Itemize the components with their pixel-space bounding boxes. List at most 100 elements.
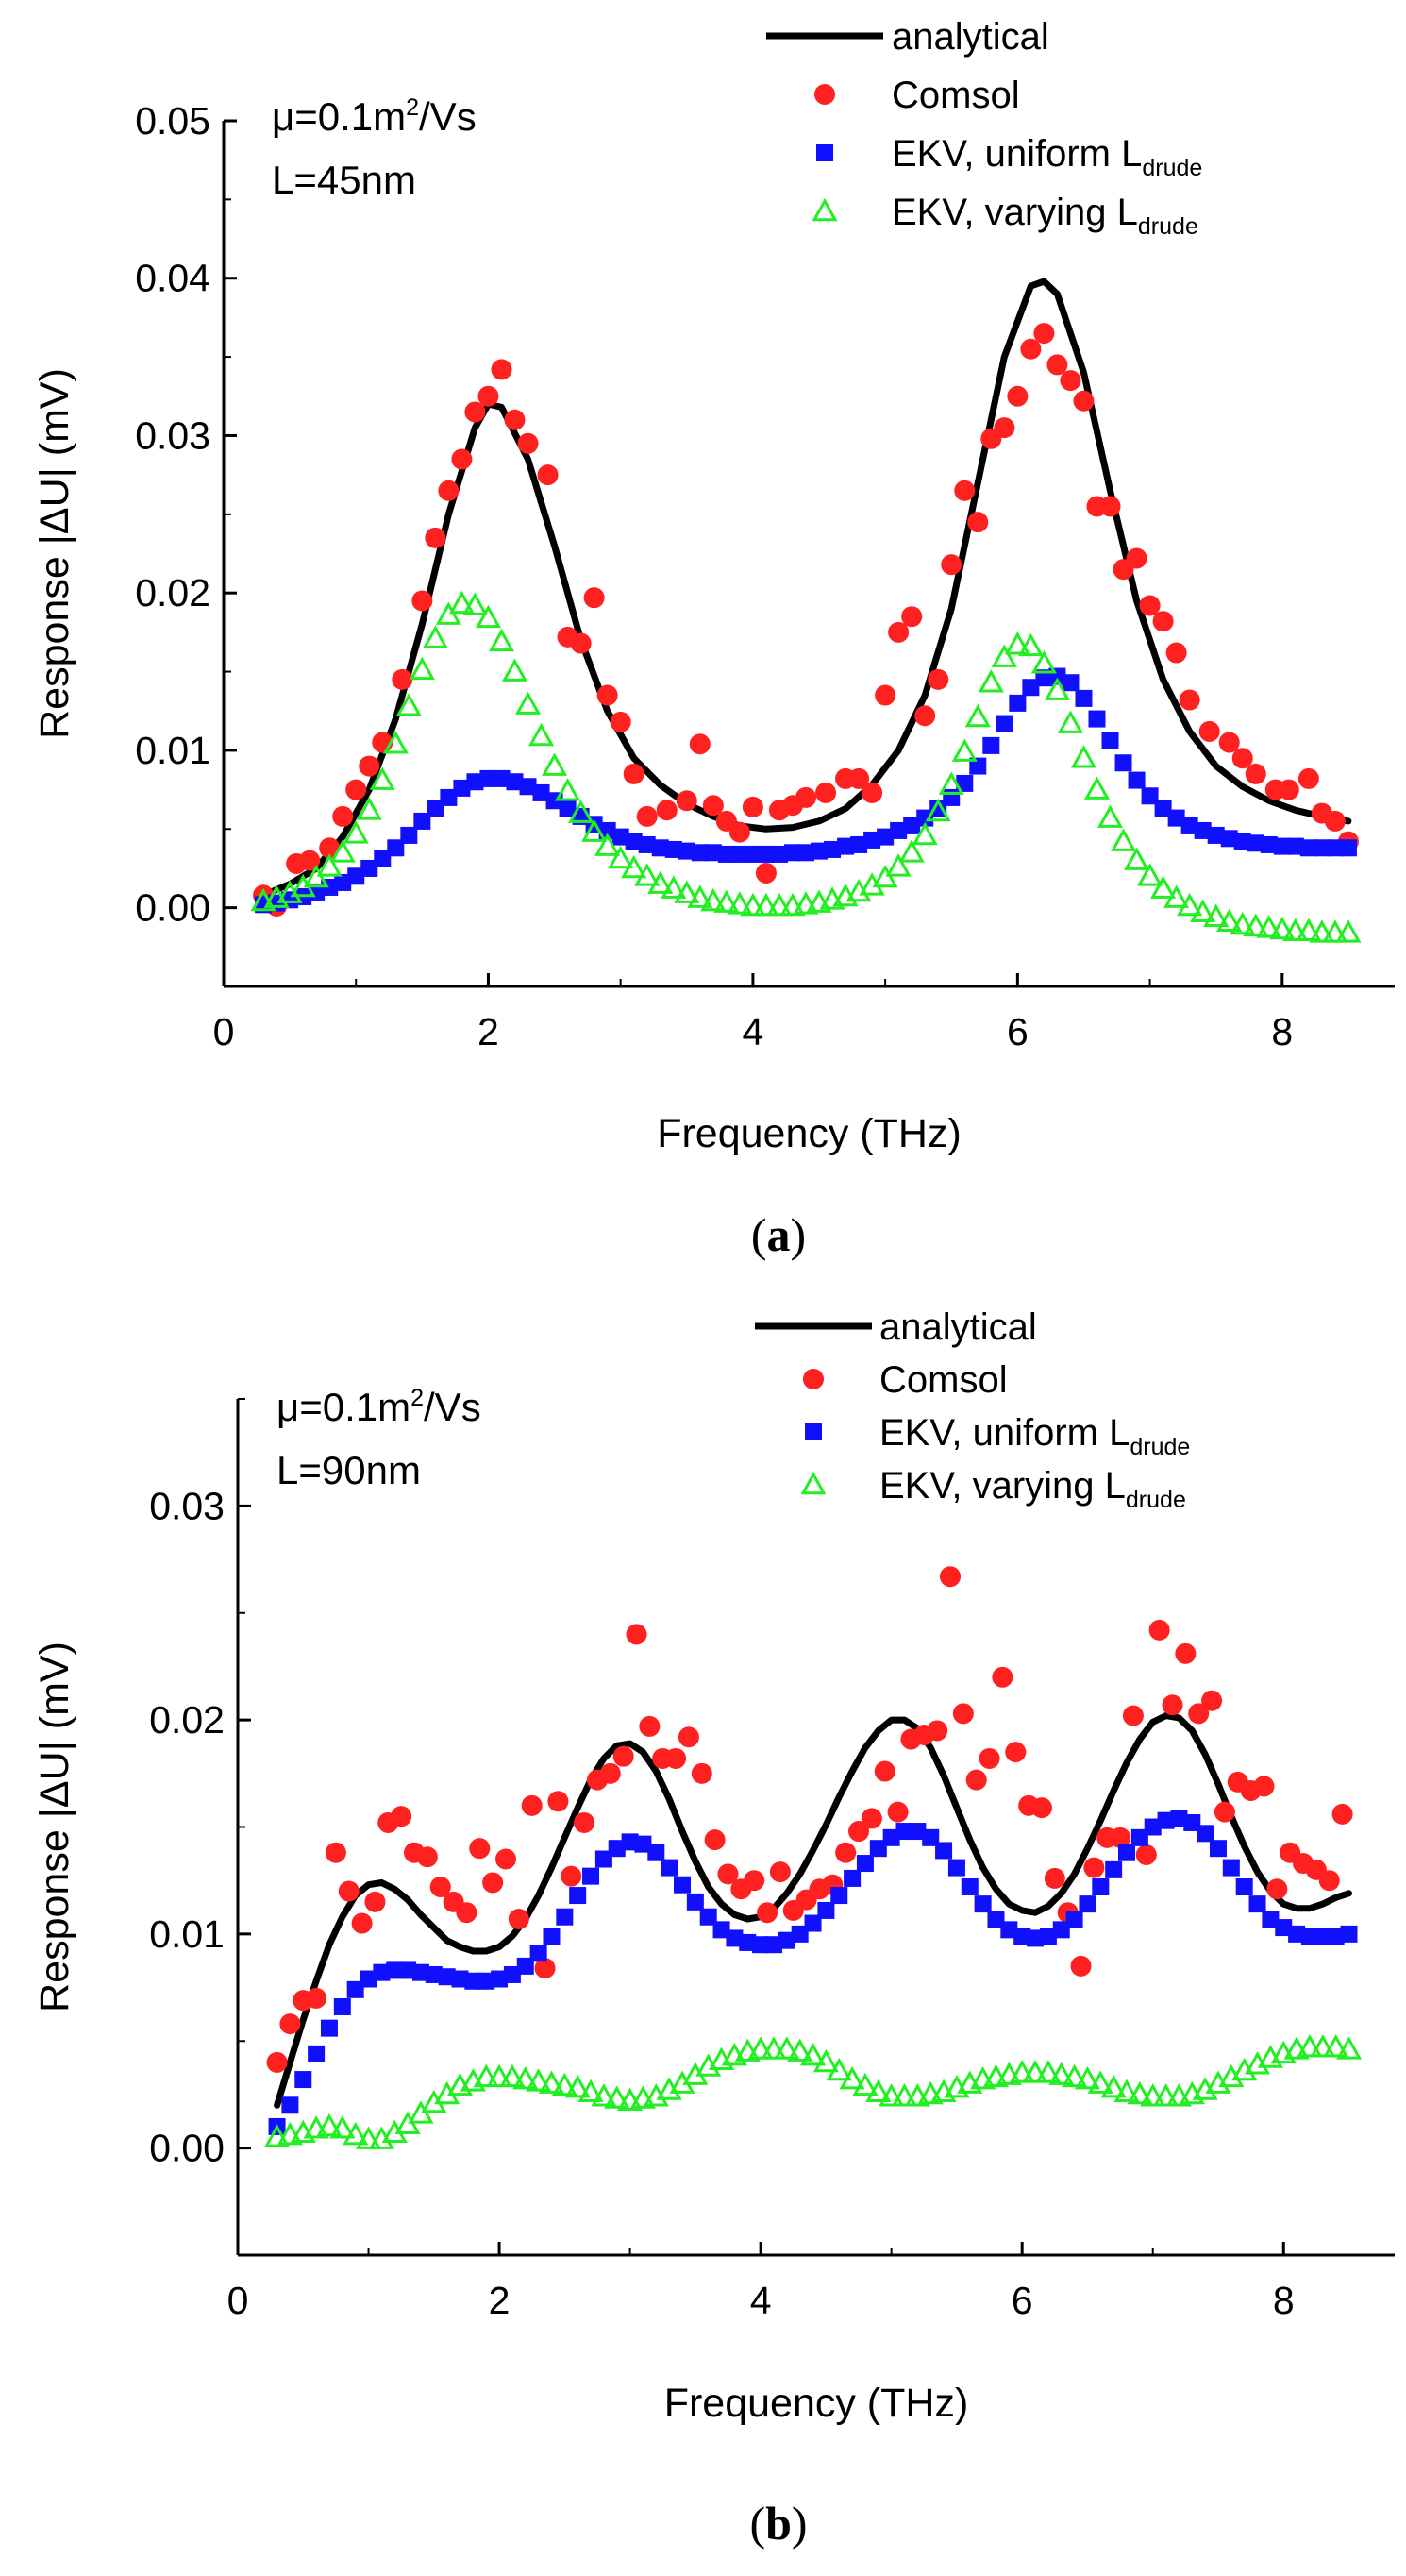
data-point-triangle bbox=[501, 658, 528, 682]
data-point-triangle bbox=[290, 2119, 316, 2144]
data-point-square bbox=[1233, 833, 1251, 850]
data-point-circle bbox=[704, 1829, 726, 1851]
data-point-circle bbox=[332, 805, 354, 827]
data-point-square bbox=[1101, 732, 1119, 749]
data-point-circle bbox=[1122, 1705, 1144, 1726]
data-point-square bbox=[1260, 835, 1278, 853]
data-point-circle bbox=[1331, 1803, 1353, 1825]
data-point-triangle bbox=[568, 800, 594, 823]
data-point-triangle bbox=[891, 2083, 918, 2107]
data-point-square bbox=[1273, 837, 1291, 855]
data-point-circle bbox=[636, 805, 658, 827]
data-point-triangle bbox=[577, 2079, 604, 2102]
data-point-triangle bbox=[1296, 918, 1322, 941]
data-point-circle bbox=[755, 862, 777, 884]
data-point-triangle bbox=[1243, 913, 1269, 936]
data-point-circle bbox=[914, 705, 936, 727]
data-point-square bbox=[294, 2071, 312, 2089]
data-point-triangle bbox=[1309, 919, 1335, 943]
data-point-triangle bbox=[1062, 2063, 1088, 2088]
data-point-square bbox=[608, 1840, 626, 1858]
x-tick-label: 2 bbox=[477, 1010, 499, 1053]
data-point-square bbox=[438, 1968, 456, 1986]
data-point-square bbox=[1183, 1813, 1201, 1831]
data-point-square bbox=[506, 773, 524, 791]
data-point-square bbox=[817, 1901, 835, 1919]
y-tick-label: 0.03 bbox=[149, 1484, 225, 1527]
x-tick-label: 6 bbox=[1012, 2279, 1033, 2322]
data-point-square bbox=[308, 2045, 326, 2062]
y-tick-label: 0.00 bbox=[149, 2127, 225, 2170]
data-point-square bbox=[796, 844, 814, 862]
data-point-square bbox=[730, 845, 748, 863]
data-point-triangle bbox=[1087, 2070, 1113, 2094]
legend: analytical Comsol EKV, uniform Ldrude EKV, … bbox=[755, 1306, 1190, 1513]
data-point-triangle bbox=[316, 853, 343, 877]
data-point-triangle bbox=[1070, 745, 1097, 768]
data-point-circle bbox=[1110, 1827, 1131, 1848]
data-point-square bbox=[400, 826, 418, 844]
annotation-length: L=45nm bbox=[272, 158, 416, 202]
data-point-triangle bbox=[872, 864, 898, 888]
data-point-square bbox=[869, 1840, 887, 1858]
data-point-triangle bbox=[774, 2036, 800, 2060]
data-point-triangle bbox=[709, 2046, 735, 2070]
data-point-triangle bbox=[303, 864, 329, 888]
legend-entry-label: Comsol bbox=[892, 75, 1020, 116]
data-point-triangle bbox=[1322, 919, 1348, 943]
data-point-circle bbox=[416, 1846, 438, 1868]
data-point-square bbox=[1299, 839, 1317, 857]
x-tick-label: 4 bbox=[750, 2279, 772, 2322]
data-point-circle bbox=[1245, 763, 1266, 784]
data-point-square bbox=[1170, 1810, 1188, 1827]
data-point-square bbox=[477, 1972, 495, 1990]
data-point-circle bbox=[691, 1762, 712, 1784]
data-point-circle bbox=[939, 1566, 961, 1588]
data-point-square bbox=[1288, 1925, 1306, 1943]
data-point-square bbox=[882, 1828, 900, 1846]
data-point-square bbox=[969, 757, 987, 775]
data-point-circle bbox=[610, 711, 631, 732]
data-point-square bbox=[1327, 1928, 1345, 1945]
data-point-circle bbox=[848, 767, 870, 789]
data-point-circle bbox=[1218, 732, 1240, 753]
data-point-square bbox=[347, 867, 365, 885]
data-point-square bbox=[1009, 694, 1027, 712]
data-point-circle bbox=[561, 1865, 582, 1887]
data-point-triangle bbox=[608, 845, 634, 869]
data-point-square bbox=[1088, 710, 1106, 728]
data-point-square bbox=[1157, 1811, 1175, 1829]
x-tick-label: 0 bbox=[227, 2279, 249, 2322]
data-point-square bbox=[399, 1961, 417, 1979]
data-point-square bbox=[961, 1877, 979, 1895]
data-point-circle bbox=[676, 790, 697, 812]
data-point-triangle bbox=[542, 752, 568, 776]
data-point-square bbox=[863, 831, 881, 849]
data-point-triangle bbox=[422, 625, 448, 648]
data-point-circle bbox=[1198, 720, 1220, 742]
data-point-square bbox=[479, 769, 497, 787]
y-tick-label: 0.04 bbox=[135, 257, 210, 300]
data-point-square bbox=[1248, 1895, 1266, 1913]
data-point-triangle bbox=[448, 590, 475, 615]
data-point-triangle bbox=[594, 833, 621, 856]
data-point-circle bbox=[469, 1838, 491, 1860]
data-point-square bbox=[427, 800, 444, 817]
data-point-square bbox=[634, 1835, 652, 1853]
legend-swatch-square bbox=[805, 1423, 822, 1440]
panel-label: (b) bbox=[749, 2497, 807, 2550]
data-point-triangle bbox=[1153, 2083, 1180, 2107]
data-point-circle bbox=[574, 1811, 595, 1833]
data-point-square bbox=[647, 1844, 665, 1861]
data-point-circle bbox=[306, 1987, 327, 2009]
data-point-triangle bbox=[634, 863, 661, 886]
data-point-triangle bbox=[538, 2070, 565, 2094]
data-point-circle bbox=[319, 837, 341, 859]
data-point-circle bbox=[1253, 1776, 1275, 1797]
data-point-circle bbox=[728, 821, 750, 843]
legend-swatch-square bbox=[816, 144, 833, 161]
data-point-circle bbox=[1201, 1690, 1223, 1711]
data-point-circle bbox=[757, 1902, 778, 1924]
data-point-triangle bbox=[938, 771, 964, 795]
data-point-triangle bbox=[1096, 804, 1124, 828]
